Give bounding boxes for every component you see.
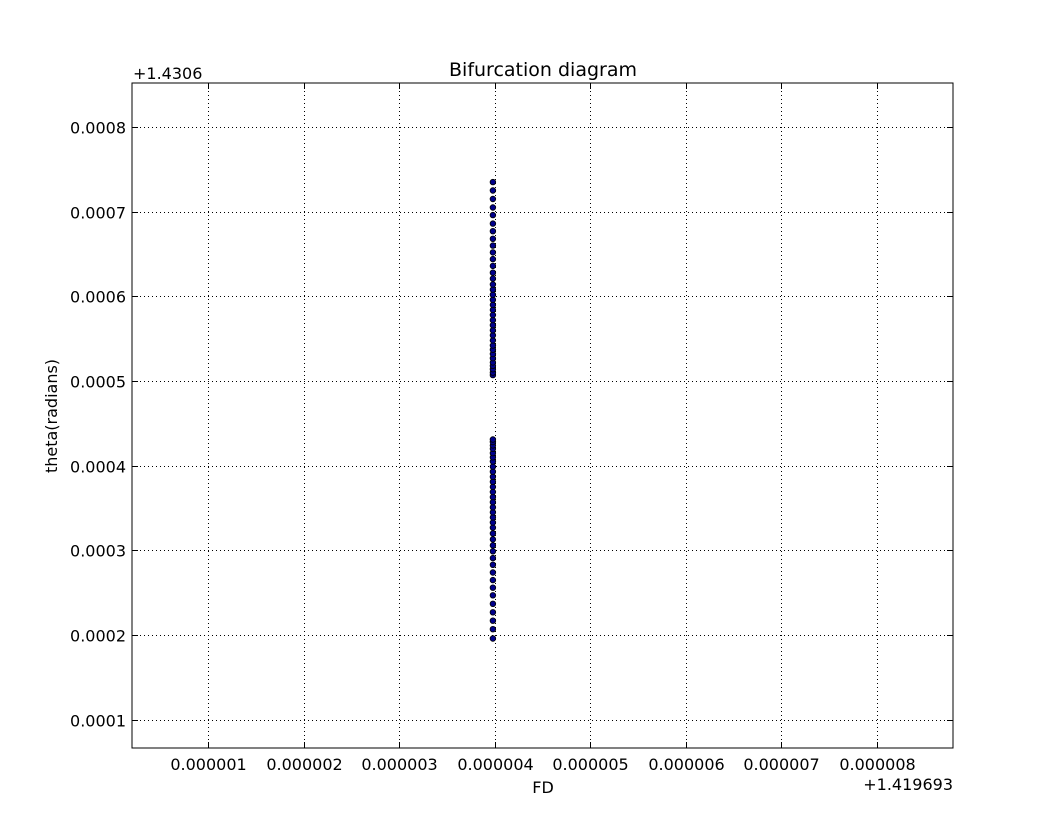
x-tick-label: 0.000004 <box>457 755 533 774</box>
data-point <box>489 281 497 288</box>
data-point <box>489 600 497 607</box>
x-tick-label: 0.000008 <box>839 755 915 774</box>
data-point <box>489 220 497 227</box>
y-tick-label: 0.0006 <box>70 288 126 307</box>
x-tick-label: 0.000007 <box>743 755 819 774</box>
y-tick-label: 0.0005 <box>70 373 126 392</box>
data-point <box>489 204 497 211</box>
y-axis-label: theta(radians) <box>42 359 61 473</box>
y-tick-label: 0.0004 <box>70 458 126 477</box>
x-tick-label: 0.000006 <box>648 755 724 774</box>
data-point <box>489 609 497 616</box>
data-point <box>489 227 497 235</box>
data-point <box>489 235 497 242</box>
data-point <box>489 576 497 584</box>
data-point <box>489 569 497 576</box>
data-point <box>489 635 497 642</box>
data-point <box>489 249 497 256</box>
data-point <box>489 548 497 555</box>
y-tick-label: 0.0003 <box>70 542 126 561</box>
data-point <box>489 262 497 270</box>
data-point <box>489 542 497 549</box>
data-point <box>489 561 497 568</box>
grid <box>132 83 953 748</box>
y-tick-label: 0.0007 <box>70 204 126 223</box>
x-axis-offset-label: +1.419693 <box>863 775 953 794</box>
data-point <box>489 530 497 537</box>
y-tick-label: 0.0001 <box>70 712 126 731</box>
data-point <box>489 536 497 543</box>
ticks <box>132 83 953 748</box>
data-point <box>489 554 497 562</box>
data-point <box>489 242 497 249</box>
chart-title: Bifurcation diagram <box>449 59 637 81</box>
x-tick-label: 0.000002 <box>266 755 342 774</box>
y-tick-label: 0.0002 <box>70 627 126 646</box>
data-point <box>489 584 497 591</box>
data-point <box>489 211 497 219</box>
x-tick-label: 0.000003 <box>361 755 437 774</box>
data-point <box>489 195 497 203</box>
y-tick-labels: 0.0001 0.0002 0.0003 0.0004 0.0005 0.0006 0.00… <box>70 119 126 731</box>
data-point <box>489 187 497 194</box>
data-point <box>489 436 497 443</box>
plot-area-frame <box>131 82 954 749</box>
data-points <box>489 178 497 642</box>
y-tick-label: 0.0008 <box>70 119 126 138</box>
y-axis-offset-label: +1.4306 <box>133 64 202 83</box>
data-point <box>489 178 497 186</box>
x-tick-labels: 0.000001 0.000002 0.000003 0.000004 0.000005… <box>170 755 915 774</box>
x-tick-label: 0.000005 <box>552 755 628 774</box>
data-point <box>489 269 497 276</box>
data-point <box>489 255 497 263</box>
data-point <box>489 275 497 282</box>
x-axis-label: FD <box>532 778 554 797</box>
data-point <box>489 617 497 624</box>
x-tick-label: 0.000001 <box>170 755 246 774</box>
data-point <box>489 592 497 599</box>
data-point <box>489 626 497 633</box>
